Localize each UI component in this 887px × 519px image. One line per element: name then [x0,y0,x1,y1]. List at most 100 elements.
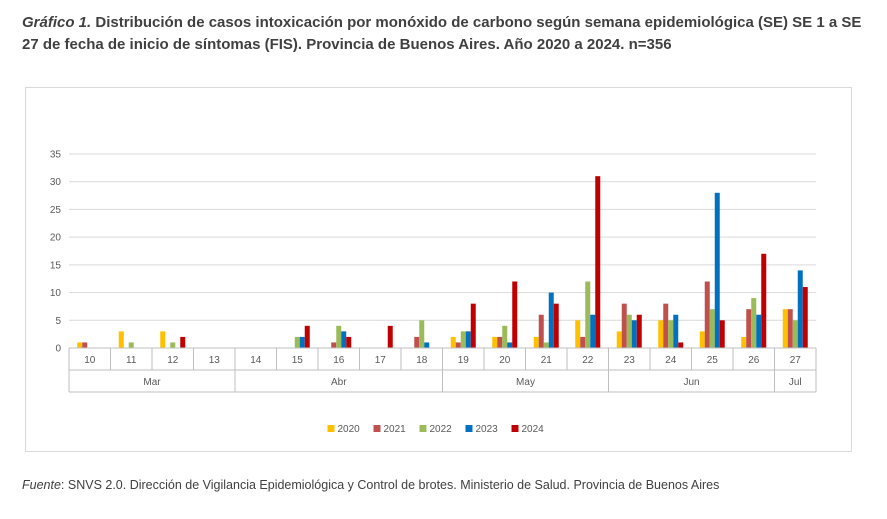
bar-2021 [663,303,669,348]
legend-swatch-2021 [373,425,381,432]
bar-2023 [756,314,762,348]
bar-2024 [678,342,684,348]
bar-2021 [455,342,461,348]
bar-2021 [704,281,710,348]
chart-title-text: Distribución de casos intoxicación por m… [22,14,862,53]
bar-2024 [719,320,725,348]
bar-2024 [595,176,601,348]
bar-2021 [538,314,544,348]
bar-2023 [797,270,803,348]
month-label: Jul [789,377,802,388]
bar-2024 [512,281,518,348]
bar-2020 [658,320,664,348]
month-label: Jun [683,377,699,388]
bar-2022 [585,281,591,348]
bar-2021 [746,309,752,348]
bar-2024 [470,303,476,348]
bar-2024 [304,325,310,348]
x-tick-label: 24 [665,355,677,366]
month-label: Abr [331,377,347,388]
legend-label-2022: 2022 [430,424,453,435]
bar-2020 [699,331,705,348]
chart-title: Gráfico 1. Distribución de casos intoxic… [22,12,867,56]
bar-2024 [636,314,642,348]
bar-2022 [751,298,757,348]
x-tick-label: 12 [167,355,179,366]
x-tick-label: 22 [582,355,594,366]
bar-2020 [533,336,539,348]
bar-2020 [492,336,498,348]
bar-2023 [673,314,679,348]
legend-label-2023: 2023 [476,424,499,435]
bar-2021 [621,303,627,348]
x-tick-label: 26 [748,355,760,366]
bar-2020 [782,309,788,348]
bar-2021 [497,336,503,348]
bar-2020 [118,331,124,348]
bar-2022 [668,320,674,348]
chart-frame: 0 5 10 15 20 25 30 35 10 11 12 13 14 15 16 17 18 19 20 21 22… [25,87,852,452]
bar-2024 [802,287,808,348]
bar-2021 [580,336,586,348]
x-tick-label: 17 [375,355,387,366]
month-label: Mar [143,377,161,388]
bar-2024 [761,253,767,348]
legend-swatch-2023 [465,425,473,432]
bar-2020 [741,336,747,348]
legend-swatch-2024 [511,425,519,432]
bar-2023 [714,192,720,348]
source-label: Fuente [22,478,61,492]
legend-swatch-2020 [327,425,335,432]
bar-2020 [616,331,622,348]
bar-2023 [548,292,554,348]
month-label: May [516,377,535,388]
y-tick-label: 5 [55,316,61,327]
bar-2023 [465,331,471,348]
bar-2020 [575,320,581,348]
x-tick-label: 21 [541,355,553,366]
bar-2023 [590,314,596,348]
bar-2021 [331,342,337,348]
legend-label-2020: 2020 [338,424,361,435]
x-tick-label: 16 [333,355,345,366]
x-tick-label: 25 [707,355,719,366]
bar-2023 [507,342,513,348]
x-tick-label: 19 [458,355,470,366]
bar-2022 [294,336,300,348]
bar-2023 [299,336,305,348]
bar-2022 [709,309,715,348]
y-tick-label: 15 [50,260,62,271]
bar-2024 [346,336,352,348]
y-tick-label: 30 [50,177,62,188]
bar-2020 [160,331,166,348]
legend-label-2024: 2024 [522,424,545,435]
x-tick-label: 10 [84,355,96,366]
y-tick-label: 10 [50,288,62,299]
bar-2023 [631,320,637,348]
bar-2021 [82,342,88,348]
x-tick-label: 14 [250,355,262,366]
bar-2022 [128,342,134,348]
bar-2024 [180,336,186,348]
y-tick-label: 20 [50,233,62,244]
x-tick-label: 15 [292,355,304,366]
x-tick-label: 18 [416,355,428,366]
bar-2022 [460,331,466,348]
bar-2021 [787,309,793,348]
bar-2021 [414,336,420,348]
bar-2020 [77,342,83,348]
x-tick-label: 11 [126,355,137,366]
legend-swatch-2022 [419,425,427,432]
bar-2022 [336,325,342,348]
bar-2022 [626,314,632,348]
bar-2024 [553,303,559,348]
x-tick-label: 23 [624,355,636,366]
source-text: : SNVS 2.0. Dirección de Vigilancia Epid… [60,478,720,492]
y-tick-label: 25 [50,205,62,216]
bar-2022 [419,320,425,348]
y-tick-label: 0 [55,344,61,355]
source-note: Fuente: SNVS 2.0. Dirección de Vigilanci… [22,478,719,492]
bar-2024 [387,325,393,348]
legend-label-2021: 2021 [384,424,407,435]
